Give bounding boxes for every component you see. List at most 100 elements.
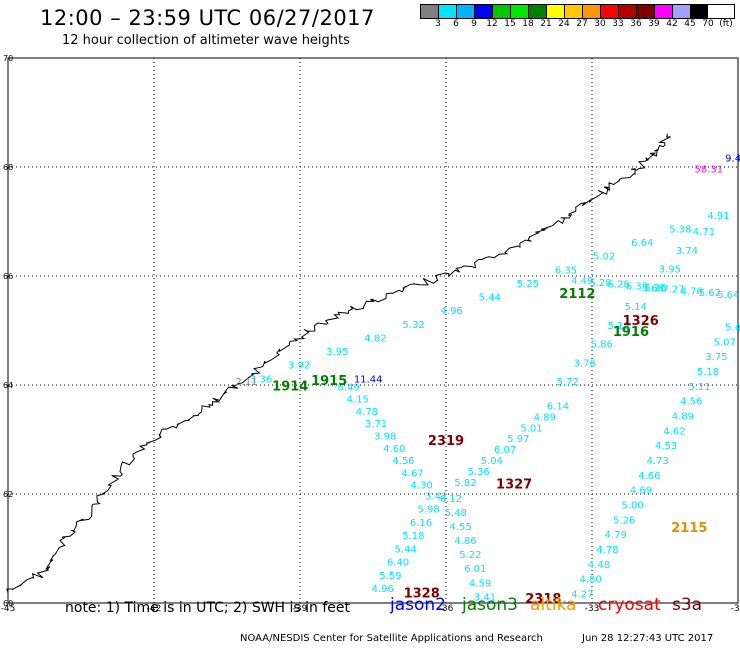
- swh-value: 5.44: [395, 544, 417, 555]
- pass-time-label: 1915: [311, 374, 347, 389]
- legend-label: 39: [648, 19, 660, 29]
- lat-tick-label: 70: [3, 54, 13, 63]
- satellite-jason2: jason2: [390, 595, 446, 615]
- legend-label: 27: [576, 19, 588, 29]
- legend-label: 18: [522, 19, 534, 29]
- swh-value: 4.80: [580, 575, 602, 586]
- swh-value: 3.76: [574, 358, 596, 369]
- lat-tick-label: 60: [3, 599, 13, 608]
- legend-swatch: [421, 5, 439, 18]
- lon-tick-label: -45: [1, 604, 16, 614]
- legend-swatch: [511, 5, 529, 18]
- swh-value: 4.55: [449, 522, 471, 533]
- swh-value: 58.31: [694, 164, 723, 175]
- swh-value: 6.14: [547, 402, 569, 413]
- swh-value: 5.97: [507, 434, 529, 445]
- swh-value: 5.82: [454, 478, 476, 489]
- swh-value: 4.89: [672, 412, 694, 423]
- legend-swatch: [601, 5, 619, 18]
- legend-swatch: [439, 5, 457, 18]
- legend-swatch: [673, 5, 691, 18]
- swh-value: 4.78: [596, 545, 618, 556]
- swh-value: 4.78: [356, 407, 378, 418]
- pass-time-label: 1916: [613, 325, 649, 340]
- swh-value: 5.38: [669, 224, 691, 235]
- swh-value: 5.18: [402, 531, 424, 542]
- pass-time-label: 2319: [428, 434, 464, 449]
- lon-tick-label: -39: [293, 604, 308, 614]
- swh-value: 5.36: [644, 283, 666, 294]
- legend-label: 3: [435, 19, 441, 29]
- swh-value: 4.67: [401, 468, 423, 479]
- swh-value: 5.36: [468, 467, 490, 478]
- swh-value: 3.42: [425, 491, 447, 502]
- pass-time-label: 1328: [404, 587, 440, 602]
- swh-value: 5.86: [591, 340, 613, 351]
- pass-time-label: 1914: [272, 379, 308, 394]
- legend-swatches: [420, 4, 735, 19]
- satellite-s3a: s3a: [672, 595, 703, 615]
- swh-value: 4.71: [693, 227, 715, 238]
- swh-value: 4.56: [680, 397, 702, 408]
- swh-value: 3.74: [676, 246, 698, 257]
- legend-label: 33: [612, 19, 624, 29]
- satellite-altika: altika: [530, 595, 577, 615]
- swh-value: 4.82: [364, 333, 386, 344]
- swh-value: 4.60: [383, 444, 405, 455]
- swh-value: 11.44: [354, 374, 383, 385]
- page-subtitle: 12 hour collection of altimeter wave hei…: [62, 33, 350, 48]
- swh-value: 6.35: [626, 281, 648, 292]
- swh-value: 4.91: [707, 211, 729, 222]
- swh-value: 5.00: [621, 501, 643, 512]
- swh-value: 5.14: [625, 302, 647, 313]
- lon-tick-label: -33: [585, 604, 600, 614]
- swh-value: 2.11: [235, 377, 257, 388]
- swh-value: 4.66: [638, 471, 660, 482]
- lon-tick-label: -30: [731, 604, 740, 614]
- legend-label: 12: [486, 19, 498, 29]
- swh-value: 5.28: [589, 278, 611, 289]
- credit-text: NOAA/NESDIS Center for Satellite Applica…: [240, 633, 543, 644]
- pass-time-label: 1326: [623, 314, 659, 329]
- legend-swatch: [619, 5, 637, 18]
- swh-value: 4.62: [663, 426, 685, 437]
- page-title: 12:00 – 23:59 UTC 06/27/2017: [40, 6, 375, 30]
- swh-value: 5.07: [714, 337, 736, 348]
- lon-tick-label: -36: [439, 604, 454, 614]
- swh-value: 5.02: [593, 252, 615, 263]
- legend-swatch: [565, 5, 583, 18]
- pass-time-label: 2318: [525, 592, 561, 607]
- legend-swatch: [583, 5, 601, 18]
- legend-label: 70: [702, 19, 714, 29]
- legend-swatch: [475, 5, 493, 18]
- swh-value: 6.40: [387, 558, 409, 569]
- legend-swatch: [691, 5, 708, 18]
- swh-value: 4.48: [588, 560, 610, 571]
- swh-value: 4.73: [647, 456, 669, 467]
- legend-label: 9: [471, 19, 477, 29]
- swh-value: 5.19: [608, 321, 630, 332]
- pass-time-label: 2115: [671, 521, 707, 536]
- swh-value: 3.95: [659, 265, 681, 276]
- legend-swatch: [529, 5, 547, 18]
- legend-swatch: [655, 5, 673, 18]
- legend-swatch: [457, 5, 475, 18]
- legend-swatch: [637, 5, 655, 18]
- legend-label: 24: [558, 19, 570, 29]
- swh-value: 6.35: [555, 265, 577, 276]
- legend-label: 36: [630, 19, 642, 29]
- pass-time-label: 2112: [559, 287, 595, 302]
- swh-value: 4.49: [571, 276, 593, 287]
- swh-value: 5.32: [402, 320, 424, 331]
- swh-value: 5.11: [688, 382, 710, 393]
- swh-value: 5.68: [642, 283, 664, 294]
- swh-value: 4.53: [655, 441, 677, 452]
- swh-value: 5.98: [417, 505, 439, 516]
- swh-value: 5.26: [613, 515, 635, 526]
- legend-label: (ft): [719, 19, 733, 29]
- swh-value: 3.71: [365, 419, 387, 430]
- swh-value: 5.04: [481, 456, 503, 467]
- swh-value: 4.69: [630, 486, 652, 497]
- legend-swatch: [493, 5, 511, 18]
